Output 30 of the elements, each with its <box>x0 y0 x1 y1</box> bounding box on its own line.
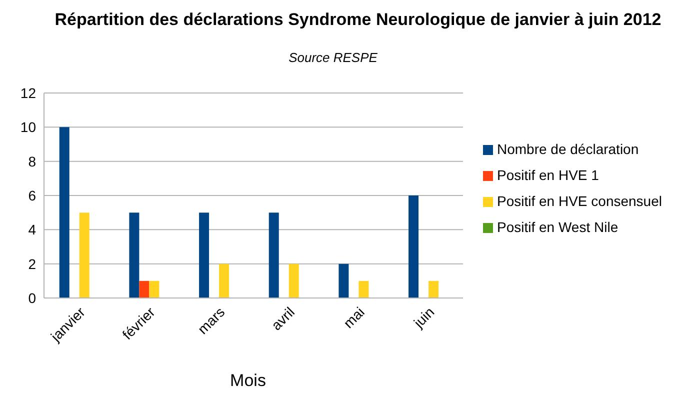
legend-label: Positif en West Nile <box>497 219 618 235</box>
y-tick-label: 8 <box>28 153 36 170</box>
chart-subtitle: Source RESPE <box>288 50 378 65</box>
bar <box>59 127 70 298</box>
bar <box>288 264 299 298</box>
bar <box>268 212 279 298</box>
y-tick-label: 0 <box>28 290 36 306</box>
x-tick-label: mai <box>340 304 368 332</box>
bar <box>408 196 419 298</box>
x-axis-title: Mois <box>229 371 267 391</box>
bar <box>79 212 90 298</box>
bar <box>139 280 150 298</box>
bar <box>358 280 369 298</box>
bar <box>149 280 160 298</box>
y-tick-label: 4 <box>28 222 36 238</box>
bar <box>199 212 210 298</box>
bar <box>428 280 439 298</box>
y-tick-label: 10 <box>20 119 36 136</box>
chart-title: Répartition des déclarations Syndrome Neurologique de janvier à juin 2012 <box>54 10 662 30</box>
y-tick-label: 12 <box>20 84 36 101</box>
legend-label: Nombre de déclaration <box>497 141 639 157</box>
bar <box>338 264 349 298</box>
x-tick-label: avril <box>268 304 298 334</box>
legend-label: Positif en HVE 1 <box>497 167 599 183</box>
bar <box>129 212 140 298</box>
legend-label: Positif en HVE consensuel <box>497 193 662 209</box>
bar <box>219 264 230 298</box>
x-tick-label: juin <box>410 304 438 332</box>
y-tick-label: 6 <box>28 187 36 204</box>
y-tick-label: 2 <box>28 256 36 272</box>
